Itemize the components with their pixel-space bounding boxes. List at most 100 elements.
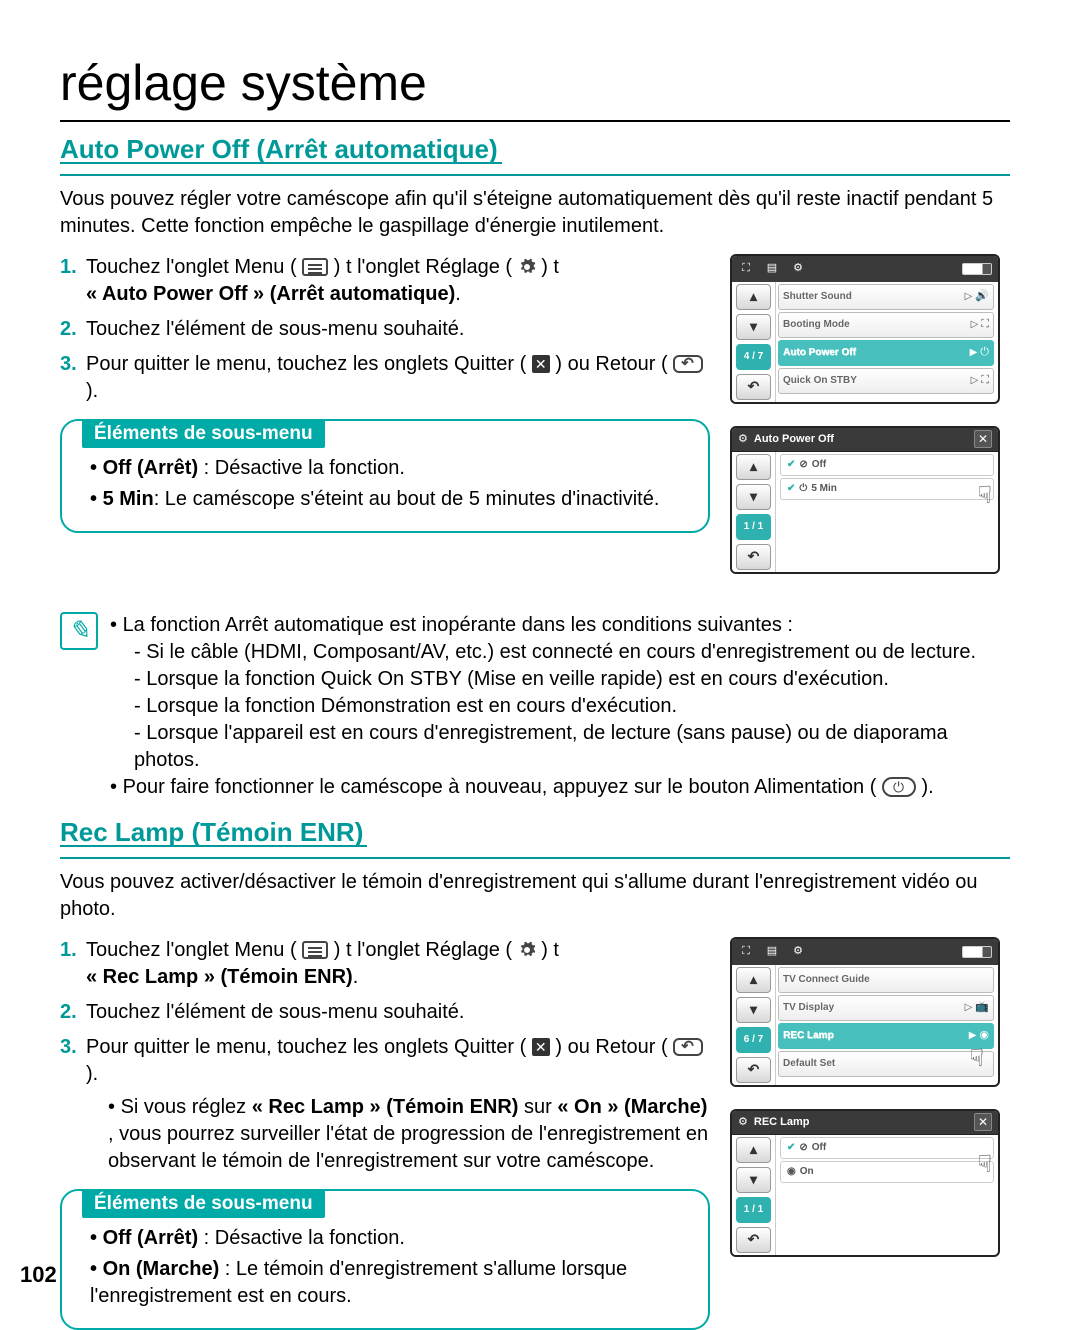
text: ) ou Retour ( xyxy=(555,353,667,375)
page-indicator: 6 / 7 xyxy=(736,1027,771,1053)
text: ). xyxy=(86,1063,98,1085)
s1-lcd-submenu: ⚙ Auto Power Off ✕ ▴ ▾ 1 / 1 ↶ ✔ ⊘ Off ✔… xyxy=(730,426,1000,574)
battery-icon xyxy=(962,946,992,958)
close-button[interactable]: ✕ xyxy=(974,430,992,448)
down-button[interactable]: ▾ xyxy=(736,484,771,510)
up-button[interactable]: ▴ xyxy=(736,1137,771,1163)
option-row[interactable]: ✔ ⊘ Off xyxy=(780,1137,994,1159)
note-tail: Pour faire fonctionner le caméscope à no… xyxy=(110,774,1010,801)
option-row[interactable]: ✔ ⏻ 5 Min xyxy=(780,478,994,500)
lcd-row-selected[interactable]: REC Lamp▶◉ xyxy=(778,1023,994,1049)
s1-submenu-tab: Éléments de sous-menu xyxy=(82,419,325,449)
page-indicator: 4 / 7 xyxy=(736,344,771,370)
text: : Le caméscope s'éteint au bout de 5 min… xyxy=(154,488,660,510)
power-icon xyxy=(882,777,916,797)
close-icon: ✕ xyxy=(532,1038,550,1056)
text: , vous pourrez surveiller l'état de prog… xyxy=(108,1123,708,1172)
text-bold: « Auto Power Off » (Arrêt automatique) xyxy=(86,283,455,305)
s2-step-3: Pour quitter le menu, touchez les onglet… xyxy=(60,1034,710,1175)
text-bold: On (Marche) xyxy=(103,1258,220,1280)
s2-step-2: Touchez l'élément de sous-menu souhaité. xyxy=(60,999,710,1026)
menu-icon: ▤ xyxy=(764,261,780,277)
text: : Désactive la fonction. xyxy=(198,457,405,479)
down-button[interactable]: ▾ xyxy=(736,997,771,1023)
option-row[interactable]: ◉ On xyxy=(780,1161,994,1183)
note-sub: Lorsque la fonction Démonstration est en… xyxy=(134,693,1010,720)
back-button[interactable]: ↶ xyxy=(736,544,771,570)
section-1-title-wrap: Auto Power Off (Arrêt automatique) xyxy=(60,136,1010,176)
section-2-title-wrap: Rec Lamp (Témoin ENR) xyxy=(60,819,1010,859)
lcd-row[interactable]: Booting Mode▷⛶ xyxy=(778,312,994,338)
text: La fonction Arrêt automatique est inopér… xyxy=(123,614,793,636)
menu-icon: ▤ xyxy=(764,944,780,960)
battery-icon xyxy=(962,263,992,275)
gear-icon xyxy=(518,941,536,959)
s1-submenu-box: Éléments de sous-menu Off (Arrêt) : Désa… xyxy=(60,419,710,533)
text-bold: Off (Arrêt) xyxy=(103,457,199,479)
lcd-row[interactable]: TV Connect Guide xyxy=(778,967,994,993)
page-indicator: 1 / 1 xyxy=(736,514,771,540)
text: Touchez l'onglet Menu ( xyxy=(86,256,297,278)
s2-submenu-item-0: Off (Arrêt) : Désactive la fonction. xyxy=(90,1225,690,1252)
lcd-row-label: Booting Mode xyxy=(783,318,968,332)
menu-icon xyxy=(302,941,328,959)
lcd-row-selected[interactable]: Auto Power Off▶⏻ xyxy=(778,340,994,366)
lcd-row-label: TV Display xyxy=(783,1001,962,1015)
text: : Désactive la fonction. xyxy=(198,1227,405,1249)
text: ) t l'onglet Réglage ( xyxy=(334,256,512,278)
gear-icon: ⚙ xyxy=(790,261,806,277)
up-button[interactable]: ▴ xyxy=(736,454,771,480)
back-icon xyxy=(673,355,703,373)
gear-icon: ⚙ xyxy=(738,1115,748,1130)
s1-note: ✎ La fonction Arrêt automatique est inop… xyxy=(60,612,1010,801)
option-label: 5 Min xyxy=(811,482,837,496)
lcd-row-label: Quick On STBY xyxy=(783,374,968,388)
check-icon: ✔ xyxy=(787,482,795,496)
text: Touchez l'onglet Menu ( xyxy=(86,939,297,961)
up-button[interactable]: ▴ xyxy=(736,967,771,993)
lcd-row[interactable]: TV Display▷📺 xyxy=(778,995,994,1021)
text: ) t l'onglet Réglage ( xyxy=(334,939,512,961)
lcd-title: Auto Power Off xyxy=(754,432,834,447)
gear-icon: ⚙ xyxy=(790,944,806,960)
camcorder-icon: ⛶ xyxy=(738,261,754,277)
lcd-row[interactable]: Quick On STBY▷⛶ xyxy=(778,368,994,394)
pointer-icon: ☟ xyxy=(977,480,992,512)
text: ). xyxy=(922,776,934,798)
back-button[interactable]: ↶ xyxy=(736,374,771,400)
back-button[interactable]: ↶ xyxy=(736,1227,771,1253)
pointer-icon: ☟ xyxy=(969,1043,984,1075)
text: sur xyxy=(524,1096,557,1118)
lcd-row-label: Default Set xyxy=(783,1057,989,1071)
text-bold: « Rec Lamp » (Témoin ENR) xyxy=(252,1096,519,1118)
lcd-row-label: TV Connect Guide xyxy=(783,973,989,987)
s1-submenu-item-1: 5 Min: Le caméscope s'éteint au bout de … xyxy=(90,486,690,513)
lcd-row[interactable]: Shutter Sound▷🔊 xyxy=(778,284,994,310)
text-bold: « On » (Marche) xyxy=(557,1096,707,1118)
text: ) t xyxy=(541,256,559,278)
option-label: Off xyxy=(812,458,826,472)
section-1-intro: Vous pouvez régler votre caméscope afin … xyxy=(60,186,1010,240)
close-button[interactable]: ✕ xyxy=(974,1113,992,1131)
up-button[interactable]: ▴ xyxy=(736,284,771,310)
section-1-steps: Touchez l'onglet Menu ( ) t l'onglet Rég… xyxy=(60,254,710,405)
back-button[interactable]: ↶ xyxy=(736,1057,771,1083)
down-button[interactable]: ▾ xyxy=(736,1167,771,1193)
option-row[interactable]: ✔ ⊘ Off xyxy=(780,454,994,476)
lcd-row[interactable]: Default Set xyxy=(778,1051,994,1077)
s2-submenu-item-1: On (Marche) : Le témoin d'enregistrement… xyxy=(90,1256,690,1310)
note-lead: La fonction Arrêt automatique est inopér… xyxy=(110,612,1010,774)
camcorder-icon: ⛶ xyxy=(738,944,754,960)
page-number: 102 xyxy=(20,1260,57,1290)
s2-submenu-box: Éléments de sous-menu Off (Arrêt) : Désa… xyxy=(60,1189,710,1330)
text: Pour quitter le menu, touchez les onglet… xyxy=(86,1036,526,1058)
lcd-row-label: Shutter Sound xyxy=(783,290,962,304)
page-title: réglage système xyxy=(60,50,1010,122)
note-sub: Lorsque l'appareil est en cours d'enregi… xyxy=(134,720,1010,774)
section-2-intro: Vous pouvez activer/désactiver le témoin… xyxy=(60,869,1010,923)
menu-icon xyxy=(302,258,328,276)
s1-lcd-menu: ⛶ ▤ ⚙ ▴ ▾ 4 / 7 ↶ Shutter Sound▷🔊 Bootin… xyxy=(730,254,1000,404)
text-bold: Off (Arrêt) xyxy=(103,1227,199,1249)
down-button[interactable]: ▾ xyxy=(736,314,771,340)
text-bold: « Rec Lamp » (Témoin ENR) xyxy=(86,966,353,988)
